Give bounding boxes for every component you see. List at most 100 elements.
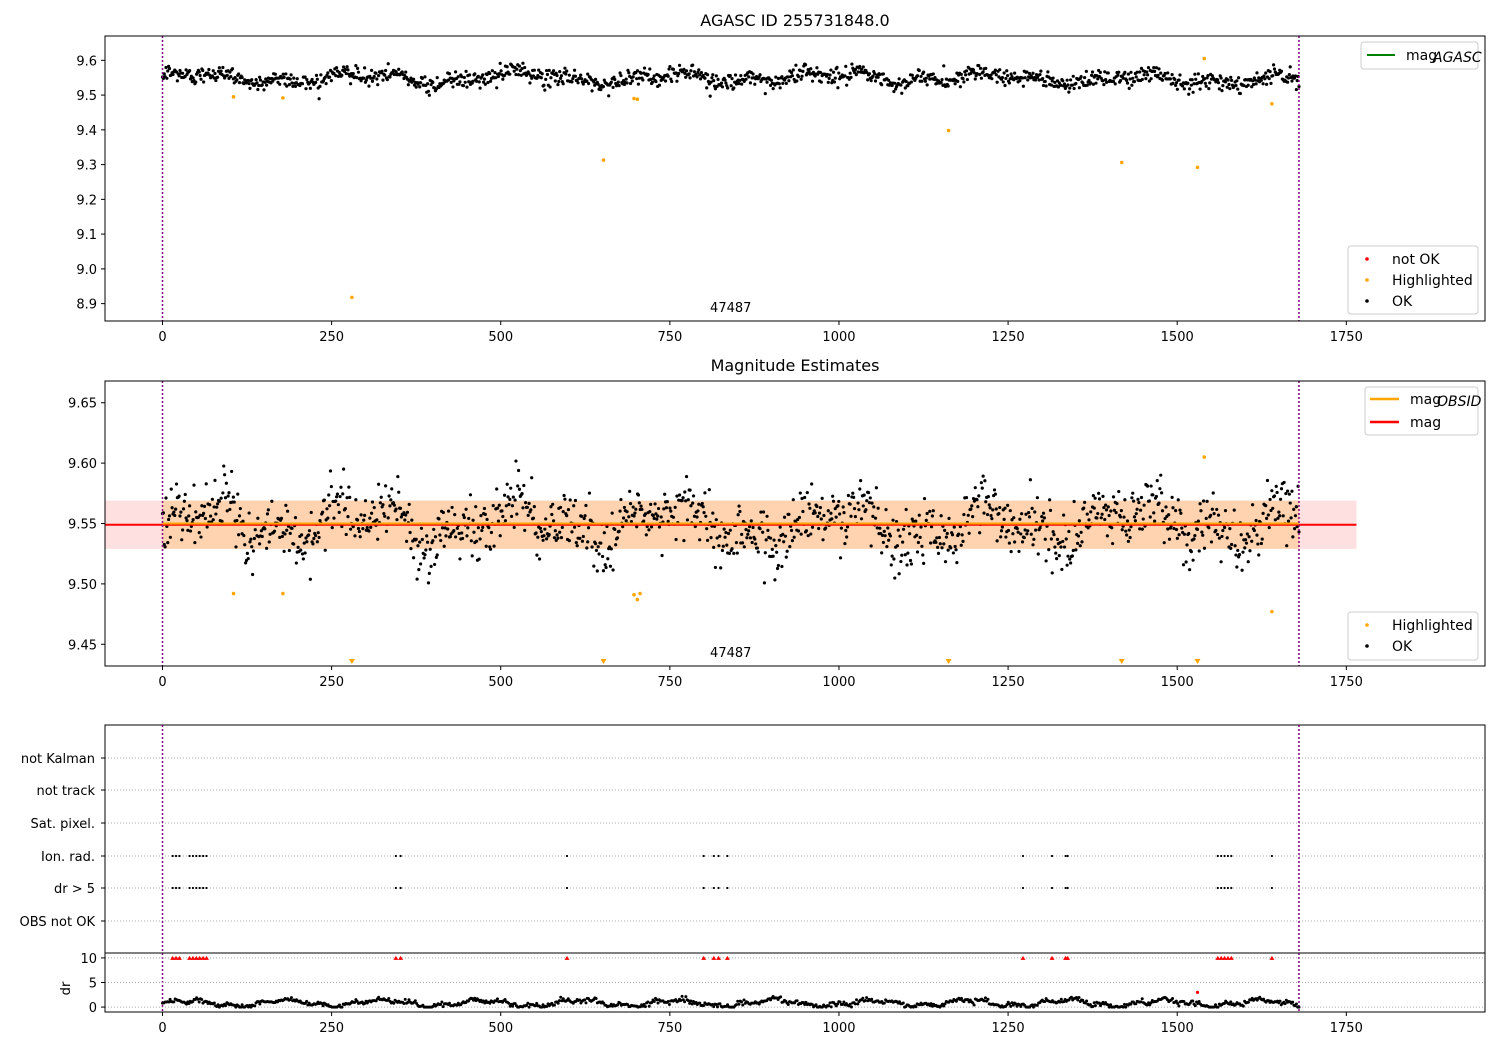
- ok-point: [171, 72, 175, 77]
- dr-point: [1093, 1004, 1097, 1008]
- ok-point: [1071, 548, 1075, 553]
- ok-point: [571, 77, 575, 81]
- panel-agasc: AGASC ID 255731848.00 250 500 750 1000 1250 15…: [76, 11, 1486, 345]
- flag-point: [1223, 886, 1226, 890]
- ok-point: [1167, 537, 1172, 541]
- ok-point: [1172, 526, 1176, 531]
- ok-point: [1203, 81, 1207, 85]
- ok-point: [740, 82, 744, 86]
- dr-point: [1092, 1001, 1096, 1005]
- dr-clipped-marker: [724, 955, 730, 960]
- ok-point: [765, 514, 769, 518]
- ok-point: [1062, 513, 1066, 517]
- highlighted-point: [632, 592, 636, 597]
- ok-point: [479, 513, 483, 518]
- ok-point: [611, 85, 615, 89]
- ok-point: [535, 553, 539, 557]
- ok-point: [867, 501, 872, 505]
- ok-point: [356, 70, 361, 74]
- ok-point: [1116, 73, 1120, 77]
- ok-point: [300, 82, 305, 86]
- ok-point: [886, 526, 890, 530]
- obsid-annotation: 47487: [710, 301, 751, 316]
- dr-clipped-marker: [187, 955, 193, 960]
- ok-point: [904, 79, 908, 84]
- ok-point: [1135, 507, 1139, 511]
- ok-point: [282, 75, 286, 79]
- ok-point: [561, 509, 565, 514]
- flag-point: [178, 886, 181, 890]
- dr-clipped-marker: [170, 955, 176, 960]
- ok-point: [357, 529, 361, 534]
- ok-point: [859, 479, 863, 483]
- ok-point: [532, 68, 536, 72]
- ok-point: [1271, 506, 1275, 510]
- ok-point: [1190, 78, 1194, 82]
- flag-point: [1050, 854, 1054, 858]
- ok-point: [1276, 516, 1280, 520]
- ok-point: [520, 491, 524, 496]
- ok-point: [1221, 528, 1225, 533]
- ok-point: [1068, 557, 1072, 561]
- dr-point: [966, 998, 970, 1002]
- ok-point: [978, 72, 982, 77]
- ok-point: [1220, 534, 1224, 539]
- plot-frame: [104, 35, 1486, 322]
- y-tick-label: 9.4: [76, 124, 97, 139]
- ok-point: [376, 537, 380, 541]
- ok-point: [771, 554, 775, 558]
- ok-point: [486, 80, 490, 85]
- ok-point: [663, 492, 667, 496]
- ok-point: [315, 540, 319, 544]
- ok-point: [243, 78, 247, 82]
- ok-point: [592, 564, 596, 568]
- ok-point: [455, 526, 459, 530]
- ok-point: [369, 525, 373, 529]
- ok-point: [532, 505, 536, 509]
- ok-point: [394, 70, 398, 74]
- ok-point: [383, 484, 388, 488]
- x-tick-label: 0: [158, 675, 166, 690]
- ok-point: [260, 534, 264, 539]
- ok-point: [1285, 489, 1290, 493]
- ok-point: [256, 87, 260, 92]
- ok-point: [500, 509, 504, 513]
- legend-label: mag: [1410, 415, 1441, 431]
- dr-point: [1123, 1002, 1127, 1006]
- flag-point: [702, 854, 705, 858]
- highlighted-point: [350, 295, 354, 300]
- ok-point: [472, 530, 476, 534]
- ok-point: [1259, 541, 1263, 546]
- ok-point: [652, 74, 656, 78]
- ok-point: [705, 538, 710, 542]
- ok-point: [370, 500, 375, 504]
- ok-point: [1268, 70, 1272, 74]
- ok-point: [181, 528, 185, 532]
- ok-point: [940, 78, 944, 82]
- ok-point: [671, 515, 676, 519]
- ok-point: [542, 534, 546, 538]
- ok-point: [1269, 81, 1273, 85]
- ok-point: [918, 535, 922, 539]
- dr-clipped-marker: [393, 955, 399, 960]
- ok-point: [559, 536, 564, 540]
- ok-point: [498, 61, 502, 66]
- ok-point: [1291, 535, 1295, 539]
- ok-point: [734, 540, 739, 545]
- ok-point: [1223, 525, 1227, 530]
- dr-point: [683, 1000, 687, 1004]
- dr-point: [929, 1002, 933, 1006]
- ok-point: [1175, 87, 1179, 91]
- ok-point: [465, 85, 469, 89]
- ok-point: [555, 533, 559, 537]
- dr-point: [224, 1004, 228, 1008]
- ok-point: [493, 71, 497, 75]
- ok-point: [301, 557, 305, 561]
- ok-point: [722, 527, 726, 531]
- ok-point: [289, 73, 293, 77]
- ok-point: [186, 528, 190, 532]
- x-tick-label: 250: [319, 1021, 344, 1036]
- ok-point: [805, 490, 809, 495]
- ok-point: [194, 510, 198, 514]
